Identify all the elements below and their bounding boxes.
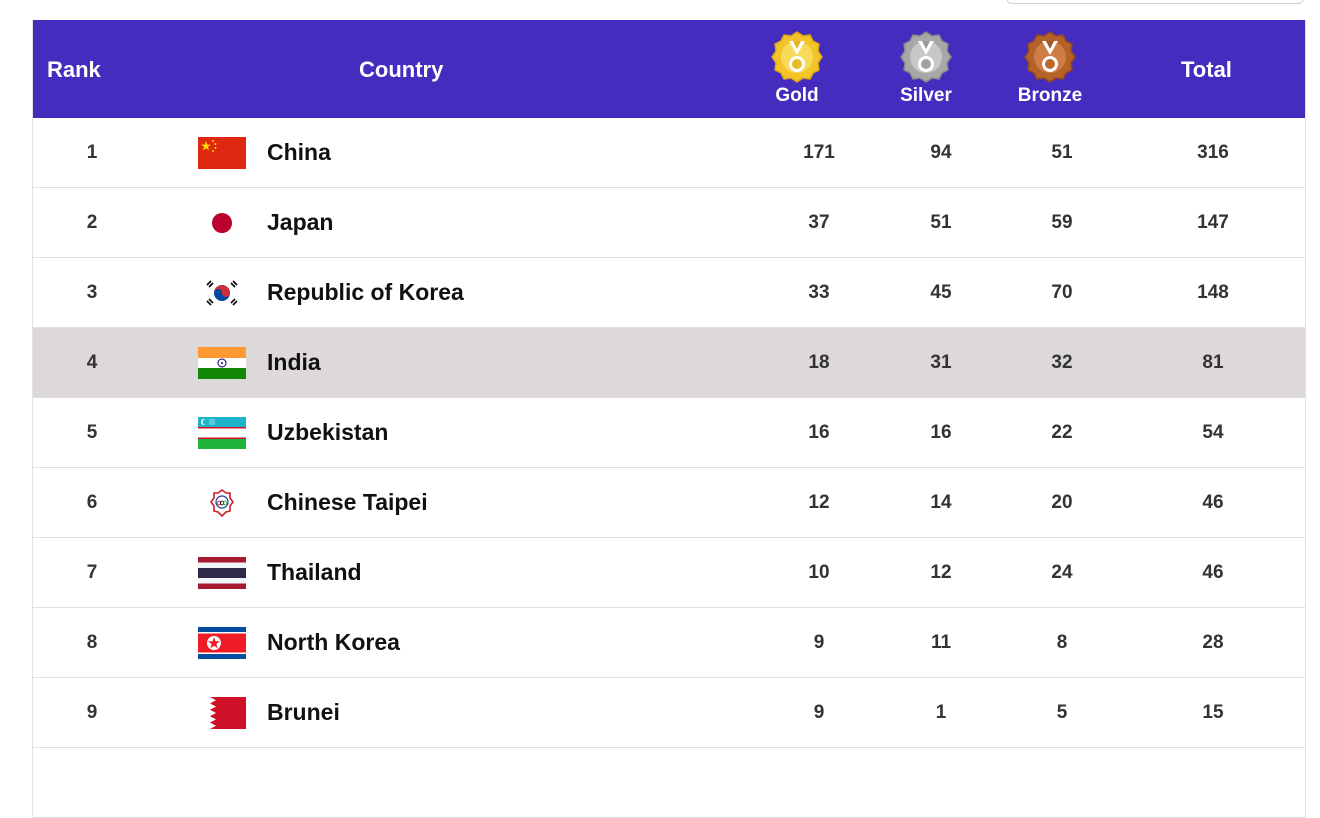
rank-cell: 7 <box>86 562 98 583</box>
total-count: 54 <box>1202 422 1224 443</box>
gold-medal-icon <box>752 30 842 84</box>
country-name[interactable]: Chinese Taipei <box>267 489 428 515</box>
rank-cell: 6 <box>86 492 98 513</box>
bronze-count: 5 <box>1056 702 1068 723</box>
bronze-header[interactable]: Bronze <box>1005 30 1095 107</box>
gold-count: 9 <box>813 702 825 723</box>
total-count: 28 <box>1202 632 1224 653</box>
silver-count: 11 <box>930 632 952 653</box>
bronze-count: 24 <box>1051 562 1073 583</box>
rank-cell: 1 <box>86 142 98 163</box>
gold-count: 171 <box>803 142 835 163</box>
chinese-taipei-flag-icon <box>198 487 246 519</box>
total-count: 147 <box>1197 212 1229 233</box>
total-count: 148 <box>1197 282 1229 303</box>
table-header: Rank Country Gold <box>33 20 1305 118</box>
rank-cell: 2 <box>86 212 98 233</box>
total-header[interactable]: Total <box>1181 57 1232 82</box>
silver-count: 31 <box>930 352 952 373</box>
medal-table: Rank Country Gold <box>32 20 1306 818</box>
total-count: 46 <box>1202 562 1224 583</box>
gold-count: 12 <box>808 492 830 513</box>
bronze-medal-icon <box>1005 30 1095 84</box>
gold-count: 10 <box>808 562 830 583</box>
country-name[interactable]: Brunei <box>267 699 340 725</box>
japan-flag-icon <box>198 207 246 239</box>
gold-count: 9 <box>813 632 825 653</box>
table-row-highlighted[interactable]: 4 India 18 31 32 81 <box>33 328 1305 398</box>
country-name[interactable]: Thailand <box>267 559 362 585</box>
silver-count: 16 <box>930 422 952 443</box>
country-name[interactable]: Uzbekistan <box>267 419 389 445</box>
gold-count: 33 <box>808 282 830 303</box>
table-row[interactable]: 2 Japan 37 51 59 147 <box>33 188 1305 258</box>
silver-count: 94 <box>930 142 952 163</box>
country-name[interactable]: India <box>267 349 321 375</box>
rank-header[interactable]: Rank <box>47 57 101 82</box>
silver-count: 12 <box>930 562 952 583</box>
gold-count: 18 <box>808 352 830 373</box>
silver-medal-icon <box>881 30 971 84</box>
bronze-count: 32 <box>1051 352 1073 373</box>
silver-count: 14 <box>930 492 952 513</box>
korea-flag-icon <box>198 277 246 309</box>
silver-header[interactable]: Silver <box>881 30 971 107</box>
gold-header[interactable]: Gold <box>752 30 842 107</box>
rank-cell: 5 <box>86 422 98 443</box>
china-flag-icon <box>198 137 246 169</box>
rank-cell: 8 <box>86 632 98 653</box>
bronze-count: 22 <box>1051 422 1073 443</box>
india-flag-icon <box>198 347 246 379</box>
country-name[interactable]: Japan <box>267 209 334 235</box>
rank-cell: 4 <box>86 352 98 373</box>
total-count: 316 <box>1197 142 1229 163</box>
uzbekistan-flag-icon <box>198 417 246 449</box>
rank-cell: 9 <box>86 702 98 723</box>
country-name[interactable]: China <box>267 139 331 165</box>
bronze-count: 8 <box>1056 632 1068 653</box>
country-header[interactable]: Country <box>359 57 444 82</box>
gold-count: 37 <box>808 212 830 233</box>
bronze-count: 59 <box>1051 212 1073 233</box>
thailand-flag-icon <box>198 557 246 589</box>
brunei-flag-icon <box>198 697 246 729</box>
total-count: 46 <box>1202 492 1224 513</box>
total-count: 15 <box>1202 702 1224 723</box>
north-korea-flag-icon <box>198 627 246 659</box>
rank-cell: 3 <box>86 282 98 303</box>
silver-count: 1 <box>935 702 947 723</box>
bronze-count: 51 <box>1051 142 1073 163</box>
table-row[interactable]: 6 Chinese Taipei 12 14 20 46 <box>33 468 1305 538</box>
table-row[interactable]: 3 Republic of Korea 33 45 70 148 <box>33 258 1305 328</box>
country-name[interactable]: Republic of Korea <box>267 279 464 305</box>
table-row[interactable]: 9 Brunei 9 1 5 15 <box>33 678 1305 748</box>
filter-dropdown[interactable] <box>1006 0 1304 4</box>
gold-count: 16 <box>808 422 830 443</box>
table-row[interactable]: 1 China 171 94 51 316 <box>33 118 1305 188</box>
table-row[interactable]: 5 Uzbekistan 16 16 22 54 <box>33 398 1305 468</box>
silver-count: 45 <box>930 282 952 303</box>
table-row[interactable]: 7 Thailand 10 12 24 46 <box>33 538 1305 608</box>
total-count: 81 <box>1202 352 1224 373</box>
gold-label: Gold <box>775 85 819 106</box>
table-row[interactable] <box>33 748 1305 818</box>
bronze-label: Bronze <box>1017 85 1083 106</box>
table-row[interactable]: 8 North Korea 9 11 8 28 <box>33 608 1305 678</box>
bronze-count: 70 <box>1051 282 1073 303</box>
country-name[interactable]: North Korea <box>267 629 400 655</box>
silver-count: 51 <box>930 212 952 233</box>
silver-label: Silver <box>900 85 952 106</box>
bronze-count: 20 <box>1051 492 1073 513</box>
